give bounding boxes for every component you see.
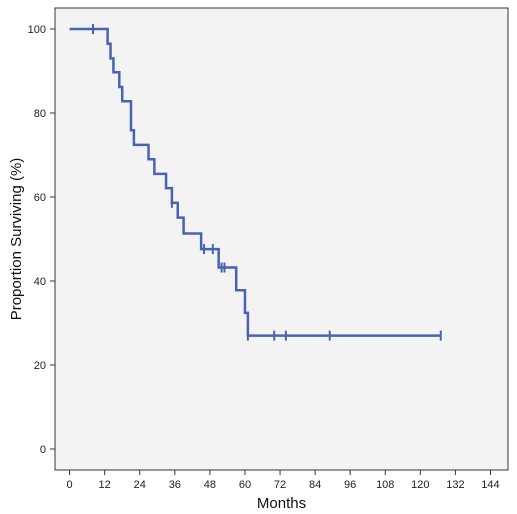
x-tick-label: 108 xyxy=(376,479,394,491)
x-tick-label: 36 xyxy=(169,479,181,491)
y-tick-label: 100 xyxy=(28,24,46,36)
x-tick-label: 60 xyxy=(239,479,251,491)
x-tick-label: 96 xyxy=(344,479,356,491)
y-axis-title: Proportion Surviving (%) xyxy=(8,158,25,321)
x-axis-title: Months xyxy=(257,495,306,512)
x-tick-label: 24 xyxy=(134,479,146,491)
censor-marks xyxy=(91,24,442,341)
y-tick-label: 20 xyxy=(34,360,46,372)
y-tick-label: 60 xyxy=(34,192,46,204)
tick-layer: 0 12 24 36 48 60 72 84 96 108 120 132 144 0 20 40 60 80 10… xyxy=(28,24,500,491)
x-tick-label: 84 xyxy=(309,479,321,491)
plot-area xyxy=(54,7,509,471)
x-tick-label: 144 xyxy=(481,479,499,491)
y-tick-label: 40 xyxy=(34,276,46,288)
x-tick-label: 12 xyxy=(99,479,111,491)
x-tick-label: 48 xyxy=(204,479,216,491)
x-tick-label: 120 xyxy=(411,479,429,491)
x-tick-label: 72 xyxy=(274,479,286,491)
survival-curve xyxy=(69,27,441,337)
y-tick-label: 80 xyxy=(34,108,46,120)
y-tick-label: 0 xyxy=(40,444,46,456)
x-tick-label: 0 xyxy=(67,479,73,491)
x-tick-label: 132 xyxy=(446,479,464,491)
